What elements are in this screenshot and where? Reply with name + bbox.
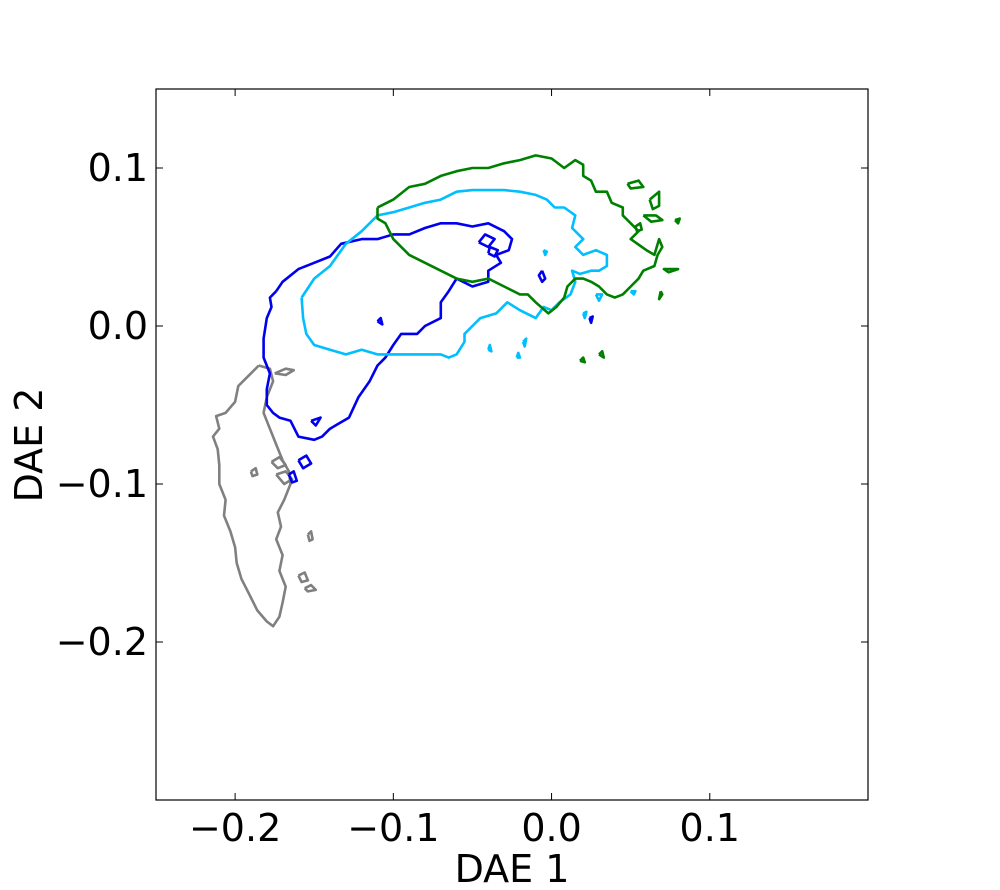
y-axis-title: DAE 2 xyxy=(7,388,51,503)
contour-line xyxy=(626,179,645,190)
contour-line xyxy=(594,293,604,303)
contour-line xyxy=(270,455,288,470)
contour-line xyxy=(310,416,322,427)
y-tick-label: 0.1 xyxy=(88,146,148,190)
contour-line xyxy=(487,343,493,353)
contour-line xyxy=(274,367,296,377)
x-axis-title: DAE 1 xyxy=(455,847,570,890)
contour-line xyxy=(642,214,664,223)
contour-line xyxy=(629,289,637,296)
contour-line xyxy=(581,310,588,320)
contour-line xyxy=(249,466,259,478)
x-tick-label: −0.2 xyxy=(189,806,281,850)
contour-line xyxy=(579,356,587,364)
contour-line xyxy=(521,337,528,348)
contour-line xyxy=(211,364,292,628)
contour-line xyxy=(648,190,661,211)
contour-line xyxy=(303,583,318,593)
contour-line xyxy=(477,233,496,249)
contour-line xyxy=(300,188,609,359)
contour-line xyxy=(297,571,310,584)
contour-line xyxy=(657,290,664,301)
plot-area xyxy=(155,88,869,801)
contour-line xyxy=(306,530,314,543)
contour-line xyxy=(588,315,595,325)
contour-line xyxy=(598,349,606,359)
contour-line xyxy=(376,316,384,326)
y-tick-label: −0.2 xyxy=(56,620,148,664)
contour-line xyxy=(262,222,514,442)
contour-line xyxy=(487,245,500,258)
contour-line xyxy=(662,267,680,274)
x-tick-label: 0.1 xyxy=(680,806,740,850)
contour-line xyxy=(537,269,547,284)
y-tick-label: 0.0 xyxy=(88,304,148,348)
contour-line xyxy=(515,351,522,359)
contour-line xyxy=(287,470,299,484)
contour-line xyxy=(376,154,664,315)
y-tick-label: −0.1 xyxy=(56,462,148,506)
x-tick-label: −0.1 xyxy=(347,806,439,850)
contour-line xyxy=(674,217,682,225)
contour-line xyxy=(297,454,313,470)
x-tick-label: 0.0 xyxy=(521,806,581,850)
contour-layer xyxy=(211,154,682,628)
contour-line xyxy=(634,222,644,233)
contour-line xyxy=(542,249,549,257)
tick-layer: −0.2 −0.1 0.0 0.1 0.1 0.0 −0.1 −0.2 xyxy=(56,89,868,850)
